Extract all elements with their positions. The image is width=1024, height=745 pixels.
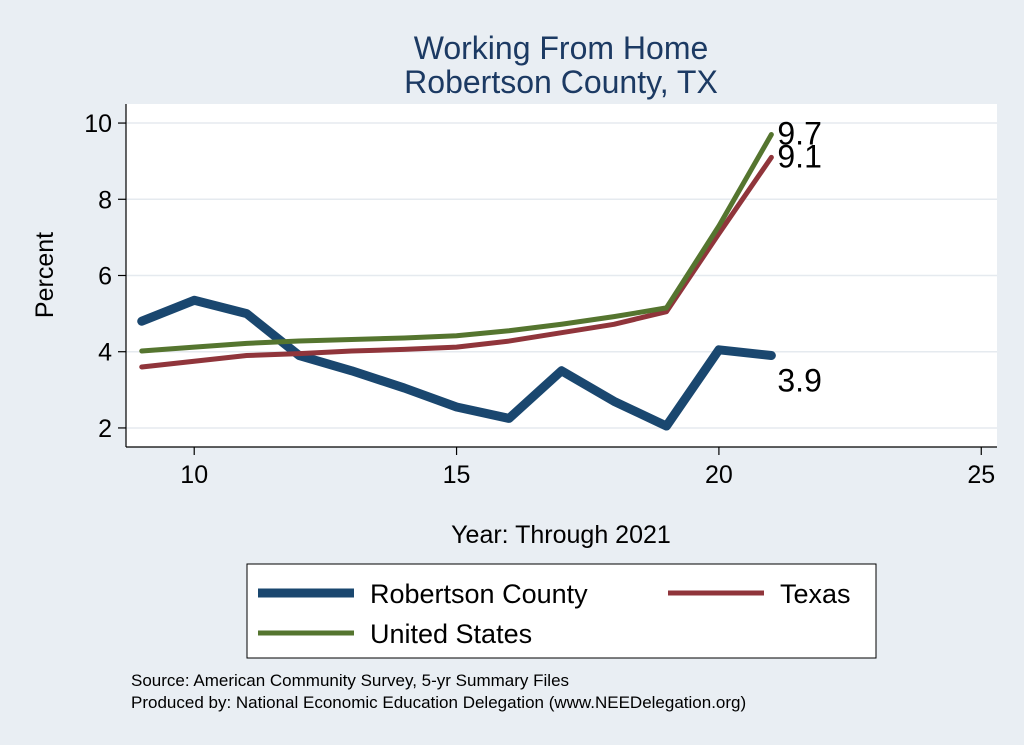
series-line-texas xyxy=(139,154,774,370)
x-tick-label: 20 xyxy=(705,461,733,489)
y-tick-label: 4 xyxy=(98,339,112,367)
source-note: Source: American Community Survey, 5-yr … xyxy=(131,671,569,690)
legend-label: Robertson County xyxy=(370,579,588,609)
grid-lines xyxy=(126,122,997,429)
series-line-robertson-county xyxy=(137,295,776,431)
legend-box xyxy=(246,563,877,659)
series-line-united-states xyxy=(139,131,774,354)
chart-title-line: Working From Home xyxy=(414,30,709,66)
legend-label: Texas xyxy=(780,579,851,609)
x-tick-label: 15 xyxy=(443,461,471,489)
end-labels: 3.9 9.19.7 xyxy=(777,115,821,398)
x-tick-label: 10 xyxy=(180,461,208,489)
y-tick-label: 10 xyxy=(84,110,112,138)
y-tick-label: 2 xyxy=(98,415,112,443)
y-tick-label: 8 xyxy=(98,186,112,214)
axes: 2 4 6 8 10 10 15 20 25 xyxy=(84,104,997,489)
footnotes: Source: American Community Survey, 5-yr … xyxy=(131,671,746,712)
x-tick-label: 25 xyxy=(967,461,995,489)
series-lines xyxy=(137,131,776,431)
end-label-robertson-county: 3.9 xyxy=(777,363,821,399)
legend: Robertson County Texas United States xyxy=(246,563,877,659)
y-axis-title: Percent xyxy=(31,232,59,318)
produced-by-note: Produced by: National Economic Education… xyxy=(131,693,746,712)
end-label-united-states: 9.7 xyxy=(777,115,821,151)
end-label-texas: 9.1 xyxy=(777,138,821,174)
legend-label: United States xyxy=(370,619,532,649)
x-axis-title: Year: Through 2021 xyxy=(451,521,671,549)
chart-title-line: Robertson County, TX xyxy=(404,64,718,100)
y-tick-label: 6 xyxy=(98,263,112,291)
